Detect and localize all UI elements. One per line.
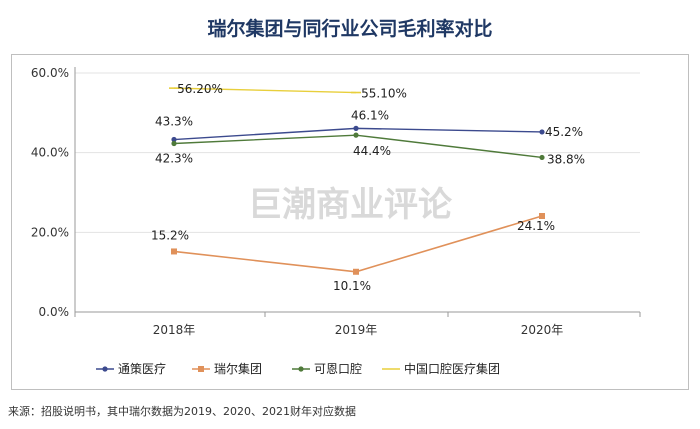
legend-label: 中国口腔医疗集团 [404,361,500,376]
legend-marker [298,366,304,372]
x-tick-label: 2018年 [153,323,196,337]
data-point [539,129,545,135]
data-label: 38.8% [547,152,585,166]
series-line [173,87,357,94]
data-label: 24.1% [517,219,555,233]
data-label: 44.4% [353,144,391,158]
chart-title: 瑞尔集团与同行业公司毛利率对比 [207,18,493,40]
data-point [353,132,359,138]
legend-marker [198,366,204,372]
source-note: 来源：招股说明书，其中瑞尔数据为2019、2020、2021财年对应数据 [8,405,356,418]
series-group [169,87,545,275]
data-label: 55.10% [361,87,407,101]
data-label: 45.2% [545,125,583,139]
data-point [539,213,545,220]
data-point [171,140,177,147]
legend-marker [102,366,108,372]
data-point [171,136,177,143]
gridlines [75,72,640,233]
y-tick-label: 60.0% [31,66,69,80]
data-point [171,248,177,255]
data-point [353,125,359,131]
data-label: 15.2% [151,228,189,242]
data-label: 46.1% [351,108,389,122]
data-labels: 43.3% 46.1% 45.2% 15.2% 10.1% 24.1% 42.3% 44.4%… [151,82,585,293]
data-label: 43.3% [155,115,193,129]
legend-label: 通策医疗 [118,362,166,376]
chart-frame [11,54,689,390]
y-tick-label: 0.0% [39,305,70,319]
y-tick-label: 40.0% [31,146,69,160]
data-label: 10.1% [333,279,371,293]
y-tick-label: 20.0% [31,225,69,239]
watermark: 巨潮商业评论 [248,185,453,225]
legend-label: 可恩口腔 [314,361,362,376]
data-point [353,268,359,275]
legend-label: 瑞尔集团 [214,361,262,376]
data-point [539,154,545,161]
axes: 0.0% 20.0% 40.0% 60.0% 2018年 2019年 2020年 [31,66,641,337]
legend: 通策医疗 瑞尔集团 可恩口腔 中国口腔医疗集团 [96,361,500,376]
data-label: 56.20% [177,82,223,96]
data-label: 42.3% [155,152,193,166]
x-tick-label: 2019年 [335,323,378,337]
x-tick-label: 2020年 [521,323,564,337]
